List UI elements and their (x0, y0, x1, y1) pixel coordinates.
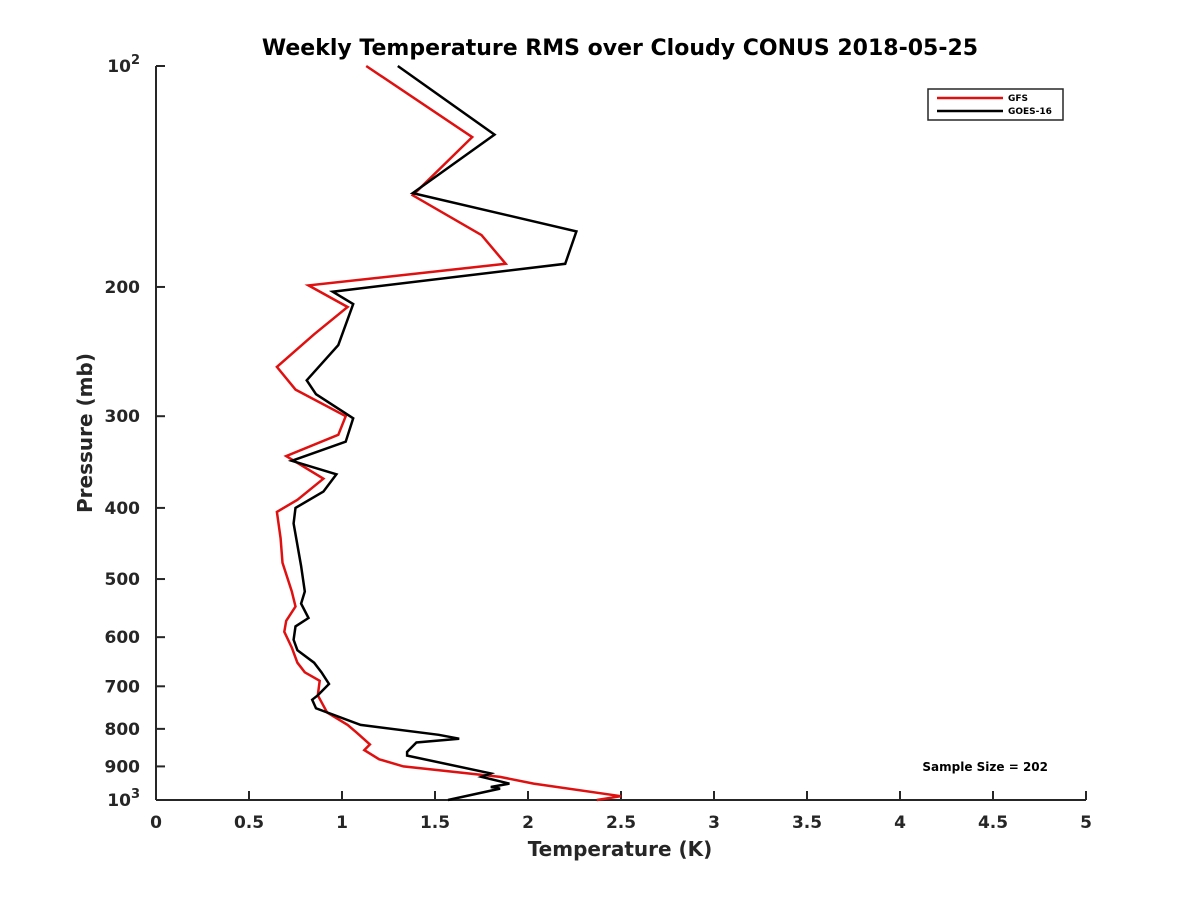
y-tick-label: 700 (105, 677, 141, 697)
series-line-goes-16 (287, 64, 579, 802)
sample-size-annotation: Sample Size = 202 (922, 760, 1048, 774)
legend-label: GOES-16 (1008, 107, 1052, 117)
x-tick-label: 5 (1080, 813, 1092, 833)
y-tick-label: 800 (105, 720, 141, 740)
x-axis-label: Temperature (K) (528, 837, 713, 861)
axes: 0 0.5 1 1.5 2 2.5 3 3.5 4 4.5 5 102 200 300 400 500 600 7… (105, 53, 1092, 833)
x-tick-label: 1 (336, 813, 348, 833)
y-tick-label: 900 (105, 757, 141, 777)
x-tick-label: 2 (522, 813, 534, 833)
x-tick-label: 1.5 (420, 813, 450, 833)
y-tick-label: 200 (105, 278, 141, 298)
y-axis-label: Pressure (mb) (73, 353, 97, 513)
x-tick-label: 4 (894, 813, 906, 833)
x-tick-label: 2.5 (606, 813, 636, 833)
y-tick-label: 500 (105, 570, 141, 590)
y-tick-label: 600 (105, 628, 141, 648)
y-tick-label: 102 (107, 53, 140, 77)
x-tick-label: 3 (708, 813, 720, 833)
legend-box (927, 88, 1064, 121)
x-tick-label: 3.5 (792, 813, 822, 833)
x-tick-label: 0 (150, 813, 162, 833)
legend-label: GFS (1008, 94, 1028, 104)
series-lines (275, 64, 622, 802)
chart-title: Weekly Temperature RMS over Cloudy CONUS… (262, 36, 978, 61)
y-tick-label: 300 (105, 407, 141, 427)
y-tick-label: 400 (105, 499, 141, 519)
x-tick-label: 4.5 (978, 813, 1008, 833)
legend: GFS GOES-16 (927, 88, 1064, 121)
x-tick-label: 0.5 (234, 813, 264, 833)
series-line-gfs (275, 64, 622, 802)
y-tick-label: 103 (107, 787, 140, 811)
